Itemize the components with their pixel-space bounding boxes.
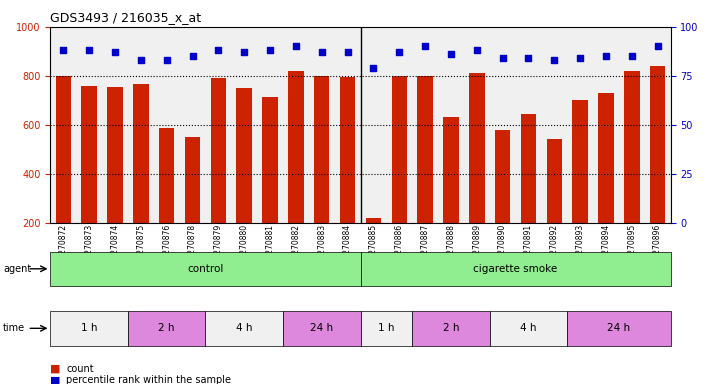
Point <box>394 49 405 55</box>
Point <box>549 57 560 63</box>
Point <box>600 53 611 59</box>
Point <box>445 51 456 57</box>
Bar <box>547 139 562 223</box>
Point <box>471 47 482 53</box>
Point <box>187 53 198 59</box>
Text: 24 h: 24 h <box>310 323 333 333</box>
Text: percentile rank within the sample: percentile rank within the sample <box>66 375 231 384</box>
Point <box>290 43 301 50</box>
Point <box>420 43 431 50</box>
Bar <box>81 86 97 223</box>
Bar <box>340 77 355 223</box>
Text: cigarette smoke: cigarette smoke <box>474 264 557 274</box>
Bar <box>211 78 226 223</box>
Point <box>84 47 95 53</box>
Point <box>497 55 508 61</box>
Text: ■: ■ <box>50 375 61 384</box>
Point <box>626 53 637 59</box>
Point <box>213 47 224 53</box>
Point <box>58 47 69 53</box>
Bar <box>495 130 510 223</box>
Bar <box>314 76 329 223</box>
Point <box>161 57 172 63</box>
Bar <box>262 97 278 223</box>
Text: control: control <box>187 264 224 274</box>
Text: 2 h: 2 h <box>443 323 459 333</box>
Bar <box>417 76 433 223</box>
Text: time: time <box>3 323 25 333</box>
Text: GDS3493 / 216035_x_at: GDS3493 / 216035_x_at <box>50 11 202 24</box>
Text: 24 h: 24 h <box>607 323 630 333</box>
Text: 4 h: 4 h <box>520 323 536 333</box>
Bar <box>185 137 200 223</box>
Point <box>110 49 121 55</box>
Text: 4 h: 4 h <box>236 323 252 333</box>
Text: 2 h: 2 h <box>159 323 175 333</box>
Point <box>239 49 250 55</box>
Text: count: count <box>66 364 94 374</box>
Bar <box>469 73 485 223</box>
Point <box>523 55 534 61</box>
Text: 1 h: 1 h <box>378 323 394 333</box>
Bar <box>598 93 614 223</box>
Bar <box>650 66 665 223</box>
Bar <box>624 71 640 223</box>
Text: ■: ■ <box>50 364 61 374</box>
Bar <box>159 129 174 223</box>
Point <box>368 65 379 71</box>
Bar <box>521 114 536 223</box>
Text: 1 h: 1 h <box>81 323 97 333</box>
Point <box>652 43 663 50</box>
Point <box>265 47 276 53</box>
Bar <box>288 71 304 223</box>
Point <box>342 49 353 55</box>
Bar <box>366 218 381 223</box>
Bar <box>236 88 252 223</box>
Text: agent: agent <box>3 264 31 274</box>
Point <box>575 55 586 61</box>
Bar <box>133 84 149 223</box>
Bar <box>107 87 123 223</box>
Bar <box>56 76 71 223</box>
Point <box>316 49 327 55</box>
Bar <box>392 76 407 223</box>
Bar <box>572 100 588 223</box>
Bar <box>443 118 459 223</box>
Point <box>135 57 146 63</box>
